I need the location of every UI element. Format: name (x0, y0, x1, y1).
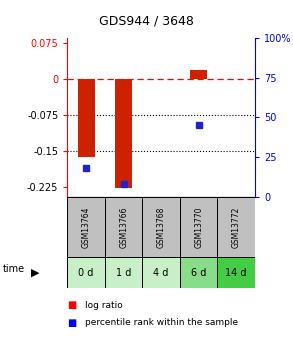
Text: GSM13770: GSM13770 (194, 206, 203, 248)
Text: GSM13764: GSM13764 (82, 206, 91, 248)
Text: GDS944 / 3648: GDS944 / 3648 (99, 14, 194, 28)
Text: percentile rank within the sample: percentile rank within the sample (85, 318, 238, 327)
Text: ■: ■ (67, 318, 77, 327)
Text: 1 d: 1 d (116, 268, 131, 277)
Text: 6 d: 6 d (191, 268, 206, 277)
Text: 0 d: 0 d (79, 268, 94, 277)
Bar (142, 197, 180, 257)
Text: time: time (3, 264, 25, 274)
Bar (142, 257, 180, 288)
Text: GSM13768: GSM13768 (157, 206, 166, 247)
Bar (115, 79, 132, 188)
Text: 14 d: 14 d (225, 268, 247, 277)
Bar (217, 197, 255, 257)
Text: log ratio: log ratio (85, 301, 123, 310)
Text: ■: ■ (67, 300, 77, 310)
Text: GSM13772: GSM13772 (232, 206, 241, 247)
Text: ▶: ▶ (31, 268, 39, 277)
Text: GSM13766: GSM13766 (119, 206, 128, 248)
Bar (67, 197, 105, 257)
Bar (180, 197, 217, 257)
Bar (67, 257, 105, 288)
Bar (105, 257, 142, 288)
Bar (217, 257, 255, 288)
Bar (190, 70, 207, 79)
Text: 4 d: 4 d (154, 268, 169, 277)
Bar (180, 257, 217, 288)
Bar (105, 197, 142, 257)
Bar (78, 79, 95, 157)
